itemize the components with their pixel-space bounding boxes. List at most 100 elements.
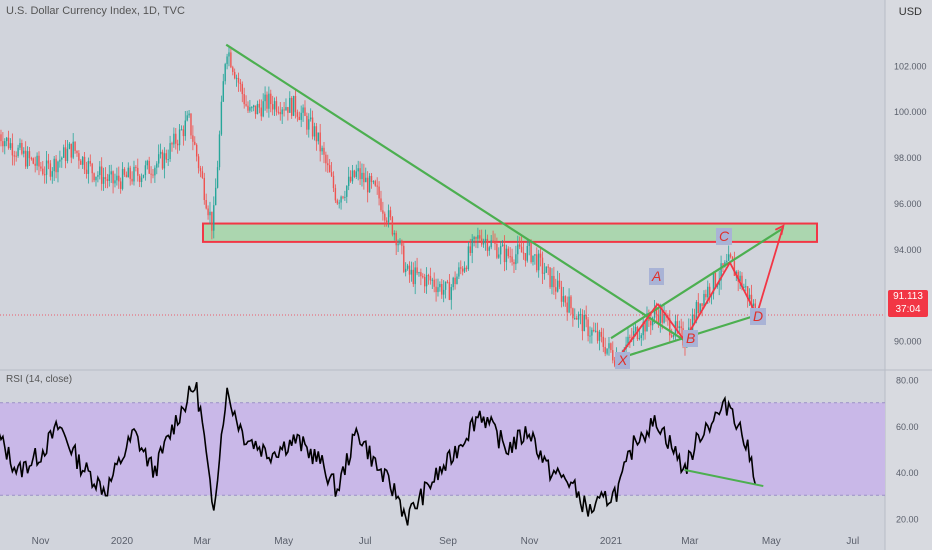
candle-body [568,296,570,313]
candle-body [499,246,502,255]
price-tick-label: 98.000 [894,153,922,163]
candle-body [275,101,278,112]
candle-body [51,171,53,177]
rsi-tick-label: 60.00 [896,422,919,432]
candle-body [192,135,194,142]
resistance-zone [202,222,818,243]
candle-body [399,240,401,244]
candle-body [24,150,27,167]
candle-body [169,143,171,160]
candle-body [484,238,487,241]
candle-body [634,327,637,332]
candle-body [363,172,365,183]
candle-body [604,346,606,354]
candle-body [750,294,753,307]
candle-body [347,176,350,186]
candle-body [218,134,221,168]
candle-body [114,180,116,184]
price-tick-label: 94.000 [894,245,922,255]
candle-body [49,163,52,177]
candle-body [232,67,234,72]
rsi-band [0,402,885,496]
price-tick-label: 102.000 [894,61,927,71]
candle-body [471,239,473,253]
candle-body [577,314,580,320]
candle-body [100,166,103,184]
candle-body [676,321,679,329]
candle-body [414,267,416,285]
candle-body [262,101,264,117]
candle-body [17,147,19,156]
time-tick-label: Nov [521,536,539,547]
candle-body [669,318,671,336]
candle-body [718,280,720,286]
candle-body [433,279,435,287]
currency-label[interactable]: USD [898,6,922,18]
candle-body [328,165,331,173]
pattern-label-c: C [716,228,733,245]
candle-body [564,296,566,303]
candle-body [429,275,432,281]
candle-body [38,155,40,167]
candle-body [317,132,319,142]
candle-body [2,141,4,147]
candle-body [148,160,150,174]
candle-body [594,330,597,332]
candle-body [178,129,181,146]
candle-body [600,331,603,337]
candle-body [695,302,698,321]
candle-body [64,147,67,161]
candle-body [93,173,95,181]
candle-body [555,287,557,292]
candle-body [543,272,546,274]
candle-body [691,314,694,335]
candle-body [670,335,673,337]
candle-body [99,166,101,176]
candle-body [745,286,747,288]
candle-body [678,326,680,329]
chart-title: U.S. Dollar Currency Index, 1D, TVC [6,5,185,17]
price-tick-label: 96.000 [894,199,922,209]
candle-body [596,330,599,341]
candle-body [444,281,447,290]
candle-body [450,287,452,300]
candle-body [395,232,397,246]
time-tick-label: 2020 [111,536,134,547]
candle-body [653,310,656,318]
candle-body [737,271,739,282]
candle-body [59,159,61,162]
rsi-tick-label: 80.00 [896,376,919,386]
candle-body [575,318,578,320]
candle-body [602,336,604,347]
candle-body [127,167,129,178]
candle-body [249,107,251,111]
candle-body [708,286,711,296]
candle-body [11,143,14,156]
candle-body [680,326,682,329]
candle-body [574,318,576,320]
candle-body [475,237,477,239]
candle-body [116,175,118,181]
pattern-label-a: A [649,268,665,285]
candle-body [423,276,426,287]
candle-body [135,166,137,168]
candle-body [593,329,595,332]
candle-body [627,336,629,345]
candle-body [463,267,466,272]
candle-body [36,155,38,166]
candle-body [80,160,82,165]
candle-body [722,263,724,267]
rsi-title: RSI (14, close) [6,374,73,385]
candle-body [91,163,93,174]
candle-body [102,177,105,184]
candle-body [144,165,147,175]
pattern-label-x: X [615,352,631,369]
candle-body [441,283,443,295]
candle-body [83,156,86,170]
candle-body [727,254,730,261]
candle-body [237,77,240,83]
candle-body [323,147,325,155]
candle-body [541,257,544,274]
candle-body [359,168,361,180]
candle-body [245,104,247,106]
